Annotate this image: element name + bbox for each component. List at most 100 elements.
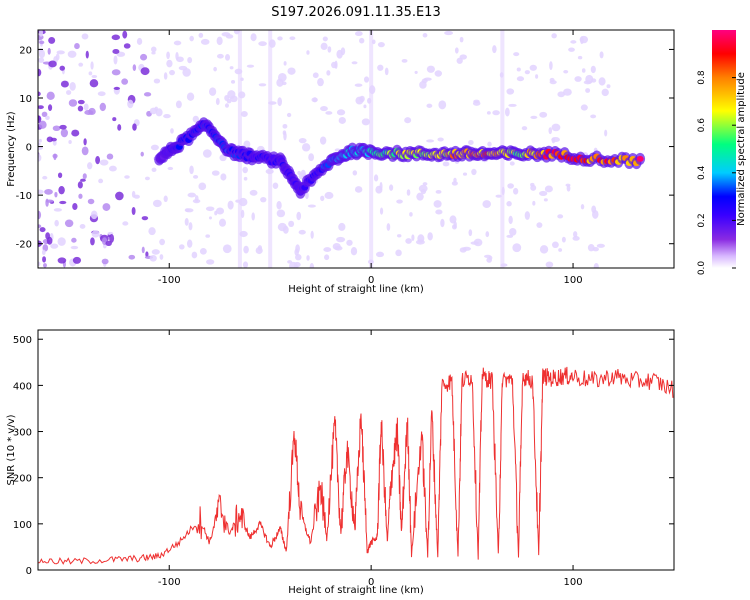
noise-blob [189,35,194,42]
noise-blob [192,115,199,123]
noise-blob [414,70,418,75]
x-tick-label: 0 [368,577,374,588]
noise-blob [509,227,517,236]
noise-blob [377,42,385,48]
noise-blob [549,80,557,85]
noise-blob [95,156,101,165]
noise-blob [131,190,136,198]
noise-blob [590,65,596,74]
noise-blob [112,117,117,122]
noise-blob [488,256,493,260]
y-tick-label: -20 [16,240,32,251]
noise-blob [311,97,318,103]
noise-blob [227,90,236,99]
noise-blob [192,175,199,179]
noise-blob [215,207,225,215]
noise-blob [71,129,80,137]
noise-blob [77,99,85,105]
noise-blob [404,117,412,124]
noise-blob [557,214,564,219]
noise-blob [46,91,55,101]
noise-blob [50,137,57,142]
noise-blob [68,140,72,144]
noise-blob [113,55,118,65]
noise-blob [350,247,358,256]
noise-blob [81,146,89,156]
noise-blob [47,47,51,55]
noise-blob [320,195,325,202]
colorbar-label: Normalized spectral amplitude [736,72,747,226]
noise-blob [209,87,217,96]
noise-blob [440,218,445,228]
noise-blob [596,243,605,248]
noise-blob [77,181,83,189]
noise-blob [112,48,120,54]
noise-blob [377,64,384,71]
noise-blob [307,204,316,208]
noise-blob [427,232,433,241]
noise-blob [310,230,314,239]
noise-blob [363,104,367,109]
noise-blob [213,66,217,72]
colorbar: 0.0 0.2 0.4 0.6 0.8 Normalized spectral ampl… [697,30,747,275]
x-tick-label: 100 [564,577,583,588]
noise-blob [38,189,44,194]
noise-blob [199,248,207,255]
noise-blob [604,129,608,137]
noise-blob [593,263,599,268]
colorbar-tick-label: 0.6 [697,118,707,133]
noise-blob [189,165,194,175]
noise-blob [115,191,124,201]
noise-blob [332,243,341,250]
noise-blob [401,58,408,63]
noise-blob [539,190,548,196]
noise-blob [186,92,195,101]
noise-blob [363,76,370,83]
spectrogram-frame [37,29,675,269]
noise-blob [57,237,66,246]
noise-blob [384,67,389,76]
noise-blob [532,200,536,206]
noise-blob [122,221,129,226]
noise-blob [74,42,80,50]
noise-blob [306,255,310,261]
noise-blob [323,247,332,253]
noise-blob [124,175,130,179]
noise-blob [227,200,234,210]
noise-blob [243,140,251,149]
noise-blob [41,111,48,118]
noise-blob [336,236,346,243]
noise-blob [361,118,371,126]
noise-blob [283,61,287,66]
noise-blob [85,50,89,59]
noise-blob [539,245,549,254]
noise-blob [42,175,48,180]
noise-blob [557,91,565,98]
noise-blob [296,211,302,221]
noise-blob [215,97,220,106]
noise-blob [216,53,224,59]
noise-blob [38,142,41,146]
spectrogram-y-ticks: -20 -10 0 10 20 [16,45,674,251]
noise-blob [184,218,189,226]
noise-blob [152,199,162,208]
figure-title: S197.2026.091.11.35.E13 [271,5,440,20]
noise-blob [513,52,520,57]
noise-blob [563,69,569,74]
noise-blob [128,254,136,260]
noise-blob [68,99,78,107]
noise-blob [45,199,54,203]
noise-blob [536,222,543,229]
noise-blob [77,105,84,112]
noise-blob [53,153,57,161]
noise-blob [48,60,57,68]
y-tick-label: 0 [26,566,32,577]
noise-blob [224,103,229,108]
noise-blob [521,126,528,131]
noise-blob [434,70,443,77]
noise-blob [570,40,577,44]
noise-blob [601,88,609,97]
noise-blob [568,47,575,52]
noise-blob [545,261,554,268]
noise-blob [580,36,584,45]
